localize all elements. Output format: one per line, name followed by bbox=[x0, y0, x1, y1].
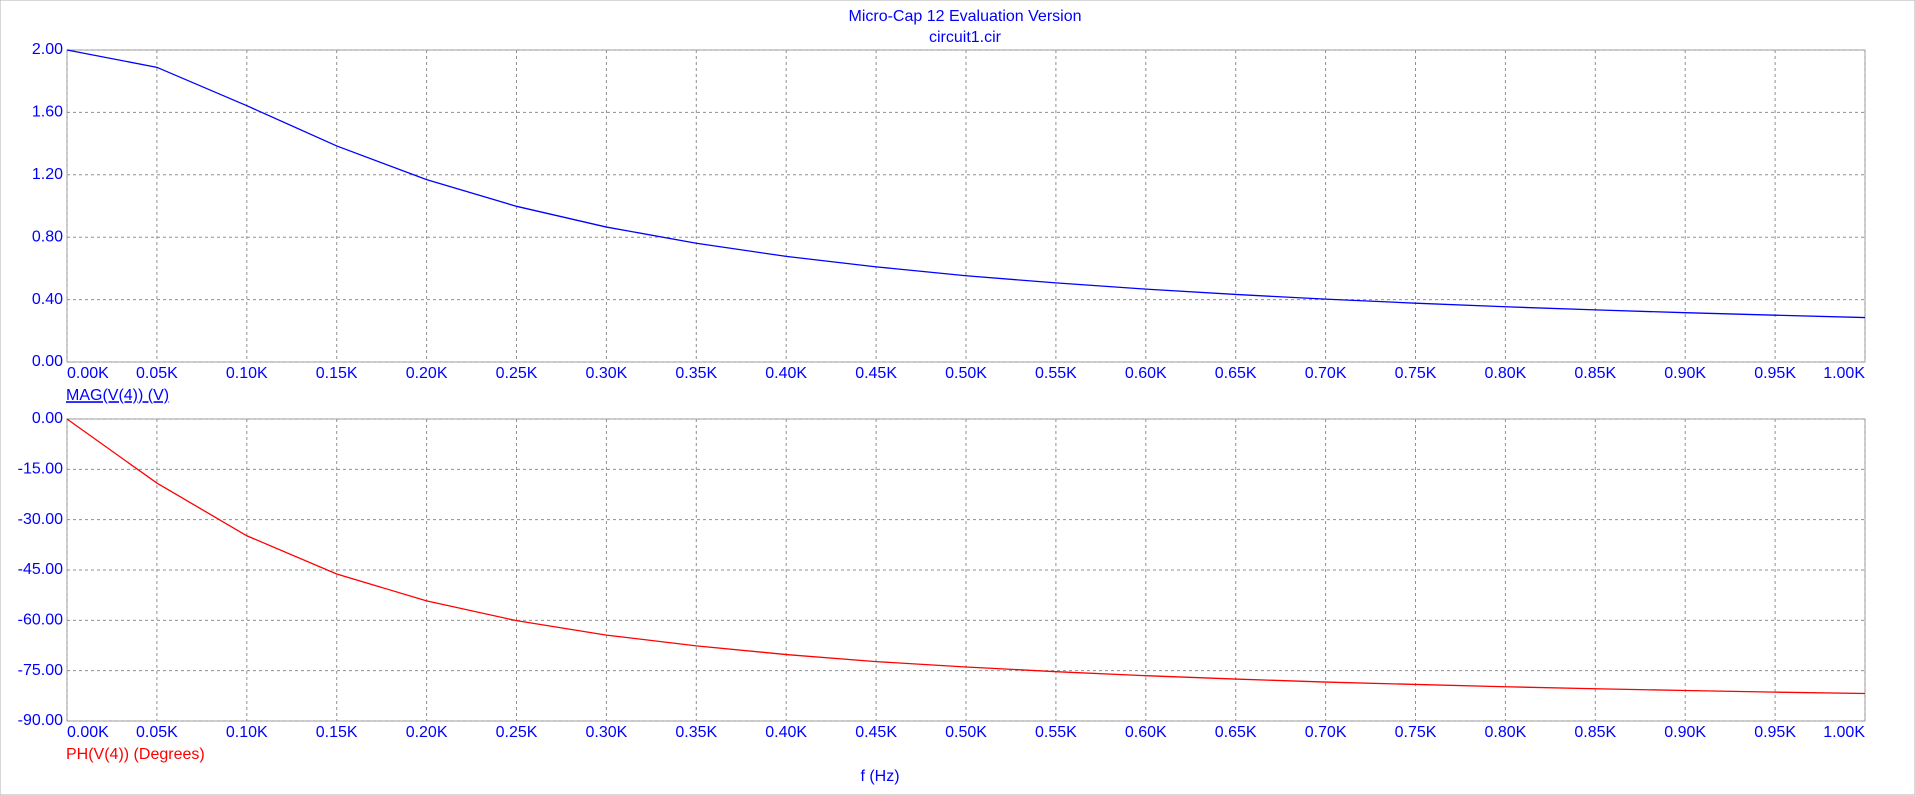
x-tick-label: 0.15K bbox=[316, 365, 358, 382]
x-tick-label: 0.70K bbox=[1305, 724, 1347, 741]
y-tick-label: 0.80 bbox=[32, 228, 63, 245]
x-tick-label: 0.95K bbox=[1754, 365, 1796, 382]
x-tick-label: 0.90K bbox=[1664, 724, 1706, 741]
x-tick-label: 0.30K bbox=[585, 365, 627, 382]
x-tick-label: 0.10K bbox=[226, 365, 268, 382]
x-tick-label: 0.50K bbox=[945, 365, 987, 382]
x-tick-label: 0.15K bbox=[316, 724, 358, 741]
y-tick-label: 1.60 bbox=[32, 104, 63, 121]
x-tick-label: 0.35K bbox=[675, 365, 717, 382]
y-tick-label: -15.00 bbox=[18, 461, 63, 478]
x-tick-label: 0.05K bbox=[136, 365, 178, 382]
x-tick-label: 0.80K bbox=[1484, 365, 1526, 382]
x-tick-label: 0.40K bbox=[765, 365, 807, 382]
x-tick-label: 0.05K bbox=[136, 724, 178, 741]
x-tick-label: 0.45K bbox=[855, 365, 897, 382]
series-line bbox=[66, 418, 1866, 695]
x-tick-label: 1.00K bbox=[1823, 365, 1865, 382]
y-tick-label: 1.20 bbox=[32, 166, 63, 183]
x-tick-label: 0.85K bbox=[1574, 724, 1616, 741]
x-tick-label: 0.55K bbox=[1035, 365, 1077, 382]
y-tick-label: 2.00 bbox=[32, 41, 63, 58]
series-line bbox=[66, 49, 1866, 319]
x-tick-label: 0.60K bbox=[1125, 365, 1167, 382]
x-tick-label: 0.20K bbox=[406, 365, 448, 382]
x-tick-label: 0.35K bbox=[675, 724, 717, 741]
y-tick-label: 0.40 bbox=[32, 291, 63, 308]
x-tick-label: 0.25K bbox=[496, 724, 538, 741]
x-tick-label: 0.10K bbox=[226, 724, 268, 741]
x-tick-label: 0.85K bbox=[1574, 365, 1616, 382]
x-tick-label: 0.75K bbox=[1395, 724, 1437, 741]
x-tick-label: 0.00K bbox=[67, 724, 109, 741]
series-label: PH(V(4)) (Degrees) bbox=[66, 746, 205, 763]
x-tick-label: 0.75K bbox=[1395, 365, 1437, 382]
x-axis-label: f (Hz) bbox=[860, 768, 899, 785]
x-tick-label: 0.50K bbox=[945, 724, 987, 741]
x-tick-label: 0.70K bbox=[1305, 365, 1347, 382]
y-tick-label: 0.00 bbox=[32, 410, 63, 427]
x-tick-label: 0.45K bbox=[855, 724, 897, 741]
x-tick-label: 0.20K bbox=[406, 724, 448, 741]
x-tick-label: 0.00K bbox=[67, 365, 109, 382]
x-tick-label: 0.80K bbox=[1484, 724, 1526, 741]
x-tick-label: 1.00K bbox=[1823, 724, 1865, 741]
series-label: MAG(V(4)) (V) bbox=[66, 387, 169, 404]
x-tick-label: 0.65K bbox=[1215, 365, 1257, 382]
window-title: Micro-Cap 12 Evaluation Version bbox=[848, 8, 1081, 25]
x-tick-label: 0.90K bbox=[1664, 365, 1706, 382]
y-tick-label: 0.00 bbox=[32, 353, 63, 370]
y-tick-label: -75.00 bbox=[18, 662, 63, 679]
file-name: circuit1.cir bbox=[929, 29, 1002, 46]
x-tick-label: 0.60K bbox=[1125, 724, 1167, 741]
x-tick-label: 0.55K bbox=[1035, 724, 1077, 741]
x-tick-label: 0.40K bbox=[765, 724, 807, 741]
y-tick-label: -30.00 bbox=[18, 511, 63, 528]
x-tick-label: 0.65K bbox=[1215, 724, 1257, 741]
y-tick-label: -45.00 bbox=[18, 561, 63, 578]
y-tick-label: -90.00 bbox=[18, 712, 63, 729]
x-tick-label: 0.25K bbox=[496, 365, 538, 382]
y-tick-label: -60.00 bbox=[18, 612, 63, 629]
x-tick-label: 0.95K bbox=[1754, 724, 1796, 741]
x-tick-label: 0.30K bbox=[585, 724, 627, 741]
